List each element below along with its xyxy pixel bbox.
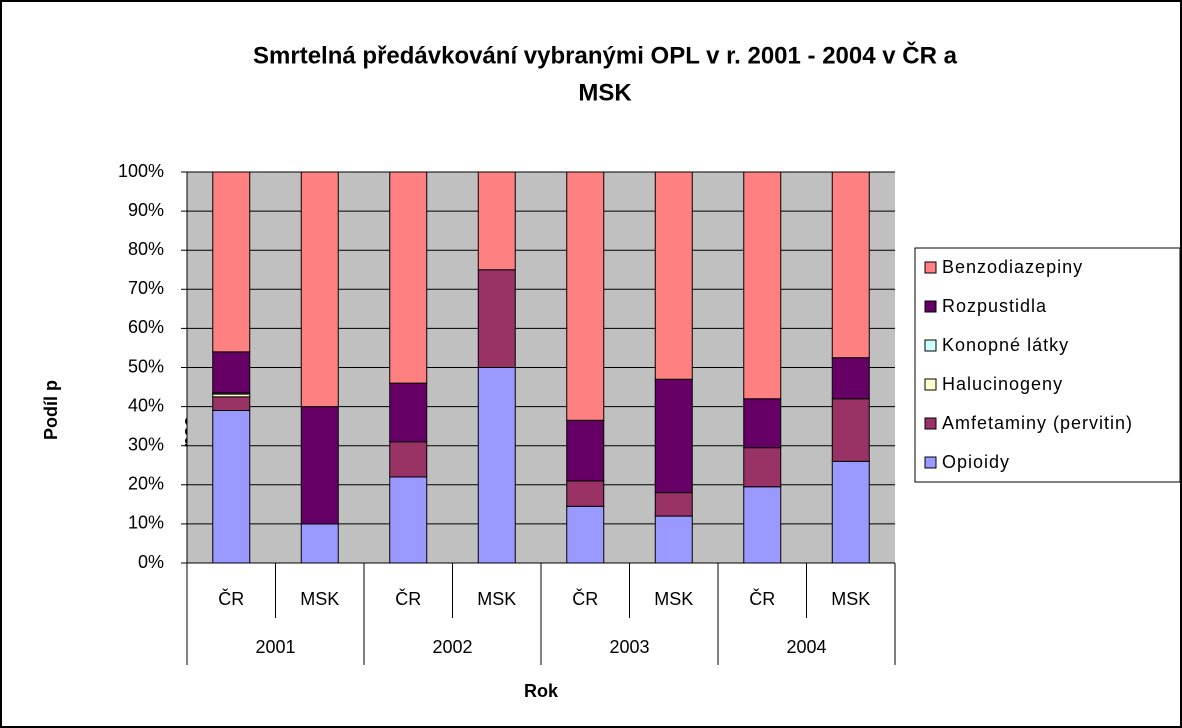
x-group-label: 2003 [609,637,649,657]
bar-segment [654,515,693,564]
bar-segment [743,486,782,564]
bar-segment [389,441,428,478]
bar-segment [477,171,516,271]
x-tick-label: MSK [300,589,339,609]
y-tick-label: 50% [128,356,164,376]
bar-segment [389,382,428,443]
x-tick-label: ČR [395,588,421,609]
bar-segment [389,171,428,384]
bar-segment [212,410,251,564]
legend-marker [924,339,937,352]
bar-segment [212,171,251,353]
y-tick-label: 100% [118,161,164,181]
legend-marker [924,261,937,274]
bar-segment [212,396,251,412]
bar-segment [743,171,782,400]
bar-segment [654,171,693,380]
chart-title: MSK [578,79,632,106]
bar-segment [566,505,605,564]
bar-segment [566,480,605,507]
legend-label: Benzodiazepiny [942,257,1083,277]
bar-segment [389,476,428,564]
bar-segment [831,460,870,564]
legend-marker [924,300,937,313]
bar-segment [212,351,251,394]
bar-segment [300,406,339,525]
x-group-label: 2004 [786,637,826,657]
chart-title: Smrtelná předávkování vybranými OPL v r.… [253,41,958,69]
legend-label: Konopné látky [942,335,1069,355]
bar-segment [831,171,870,359]
bar-segment [566,419,605,482]
x-tick-label: ČR [218,588,244,609]
bar-segment [654,378,693,494]
legend-label: Rozpustidla [942,296,1047,316]
bar-segment [654,492,693,517]
y-tick-label: 10% [128,513,164,533]
y-tick-label: 30% [128,434,164,454]
y-tick-label: 0% [138,552,164,572]
bar-segment [477,269,516,368]
bar-segment [300,171,339,408]
x-group-label: 2002 [432,637,472,657]
x-tick-label: ČR [572,588,598,609]
y-tick-label: 90% [128,200,164,220]
legend-label: Amfetaminy (pervitin) [942,413,1133,433]
x-group-label: 2001 [255,637,295,657]
legend-label: Halucinogeny [942,374,1063,394]
bar-segment [831,398,870,462]
bar-segment [831,357,870,400]
bar-segment [477,367,516,564]
legend-label: Opioidy [942,452,1010,472]
y-axis-title: Podíl p [41,380,61,440]
x-tick-label: MSK [654,589,693,609]
x-tick-label: ČR [749,588,775,609]
y-tick-label: 70% [128,278,164,298]
y-tick-label: 40% [128,395,164,415]
bar-segment [300,523,339,564]
bar-segment [743,447,782,488]
bar-segment [566,171,605,421]
legend-marker [924,456,937,469]
bar-segment [743,398,782,449]
x-axis-title: Rok [524,681,559,701]
x-tick-label: MSK [831,589,870,609]
y-tick-label: 60% [128,317,164,337]
y-tick-label: 80% [128,239,164,259]
x-tick-label: MSK [477,589,516,609]
legend-box [914,247,1181,483]
y-tick-label: 20% [128,474,164,494]
legend-marker [924,378,937,391]
legend-marker [924,417,937,430]
